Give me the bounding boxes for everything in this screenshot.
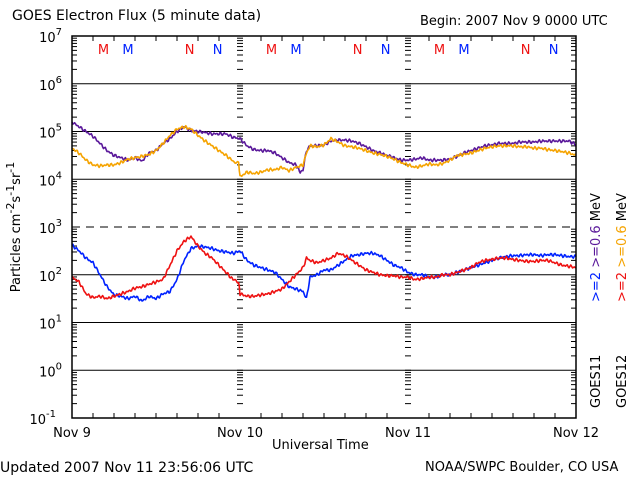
x-tick-label: Nov 11	[385, 426, 431, 441]
y-tick-label: 105	[39, 123, 62, 142]
y-tick-label: 102	[39, 266, 62, 285]
local-time-marker: N	[185, 43, 195, 58]
y-axis-label: Particles cm-2s-1sr-1	[4, 162, 25, 293]
y-tick-label: 104	[39, 170, 62, 189]
legend-satellite-goes12: GOES12	[615, 355, 630, 408]
grid-lines	[72, 83, 576, 371]
local-time-marker: M	[122, 43, 133, 58]
local-time-marker: N	[213, 43, 223, 58]
x-tick-label: Nov 9	[53, 426, 91, 441]
local-time-marker: M	[458, 43, 469, 58]
legend-entry: >=2	[615, 272, 630, 302]
x-tick-label: Nov 10	[217, 426, 263, 441]
plot-frame	[71, 35, 577, 419]
legend: GOES11 >=2 >=0.6 MeV GOES12 >=2 >=0.6 MeV	[589, 193, 630, 408]
updated-timestamp: Updated 2007 Nov 11 23:56:06 UTC	[0, 460, 254, 476]
y-tick-label: 103	[39, 218, 62, 237]
y-tick-label: 107	[39, 27, 62, 46]
local-time-marker: N	[521, 43, 531, 58]
legend-entry: >=0.6	[589, 225, 604, 272]
local-time-marker: N	[353, 43, 363, 58]
legend-unit: MeV	[589, 193, 604, 225]
local-time-marker: N	[549, 43, 559, 58]
local-time-marker: M	[434, 43, 445, 58]
local-time-marker: M	[98, 43, 109, 58]
series-line-goes12-0-6-mev	[71, 124, 577, 178]
y-tick-label: 106	[39, 75, 62, 94]
x-axis-label: Universal Time	[272, 438, 369, 453]
y-tick-label: 101	[39, 314, 62, 333]
series-lines	[71, 121, 577, 302]
axis-ticks	[72, 36, 576, 418]
day-divider-ticks	[237, 37, 411, 419]
local-time-marker: M	[266, 43, 277, 58]
local-time-marker: N	[381, 43, 391, 58]
y-tick-labels: 107 106 105 104 103 102 101 100 10-1	[29, 27, 62, 428]
x-tick-labels: Nov 9 Nov 10 Nov 11 Nov 12	[53, 426, 599, 441]
legend-satellite-goes11: GOES11	[589, 355, 604, 408]
local-time-marker: M	[290, 43, 301, 58]
credit-text: NOAA/SWPC Boulder, CO USA	[425, 460, 619, 475]
legend-entry-group: >=2 >=0.6 MeV	[589, 193, 604, 302]
begin-time: Begin: 2007 Nov 9 0000 UTC	[420, 14, 608, 29]
legend-unit: MeV	[615, 193, 630, 225]
legend-entry: >=2	[589, 272, 604, 302]
series-line-goes12-2-mev	[71, 235, 576, 300]
x-tick-label: Nov 12	[553, 426, 599, 441]
y-tick-label: 100	[39, 361, 62, 380]
series-line-goes11-2-mev	[71, 243, 577, 302]
y-tick-label: 10-1	[29, 409, 56, 428]
series-line-goes11-0-6-mev	[71, 121, 577, 174]
legend-entry: >=0.6	[615, 225, 630, 272]
chart-title: GOES Electron Flux (5 minute data)	[12, 8, 262, 24]
legend-entry-group: >=2 >=0.6 MeV	[615, 193, 630, 302]
